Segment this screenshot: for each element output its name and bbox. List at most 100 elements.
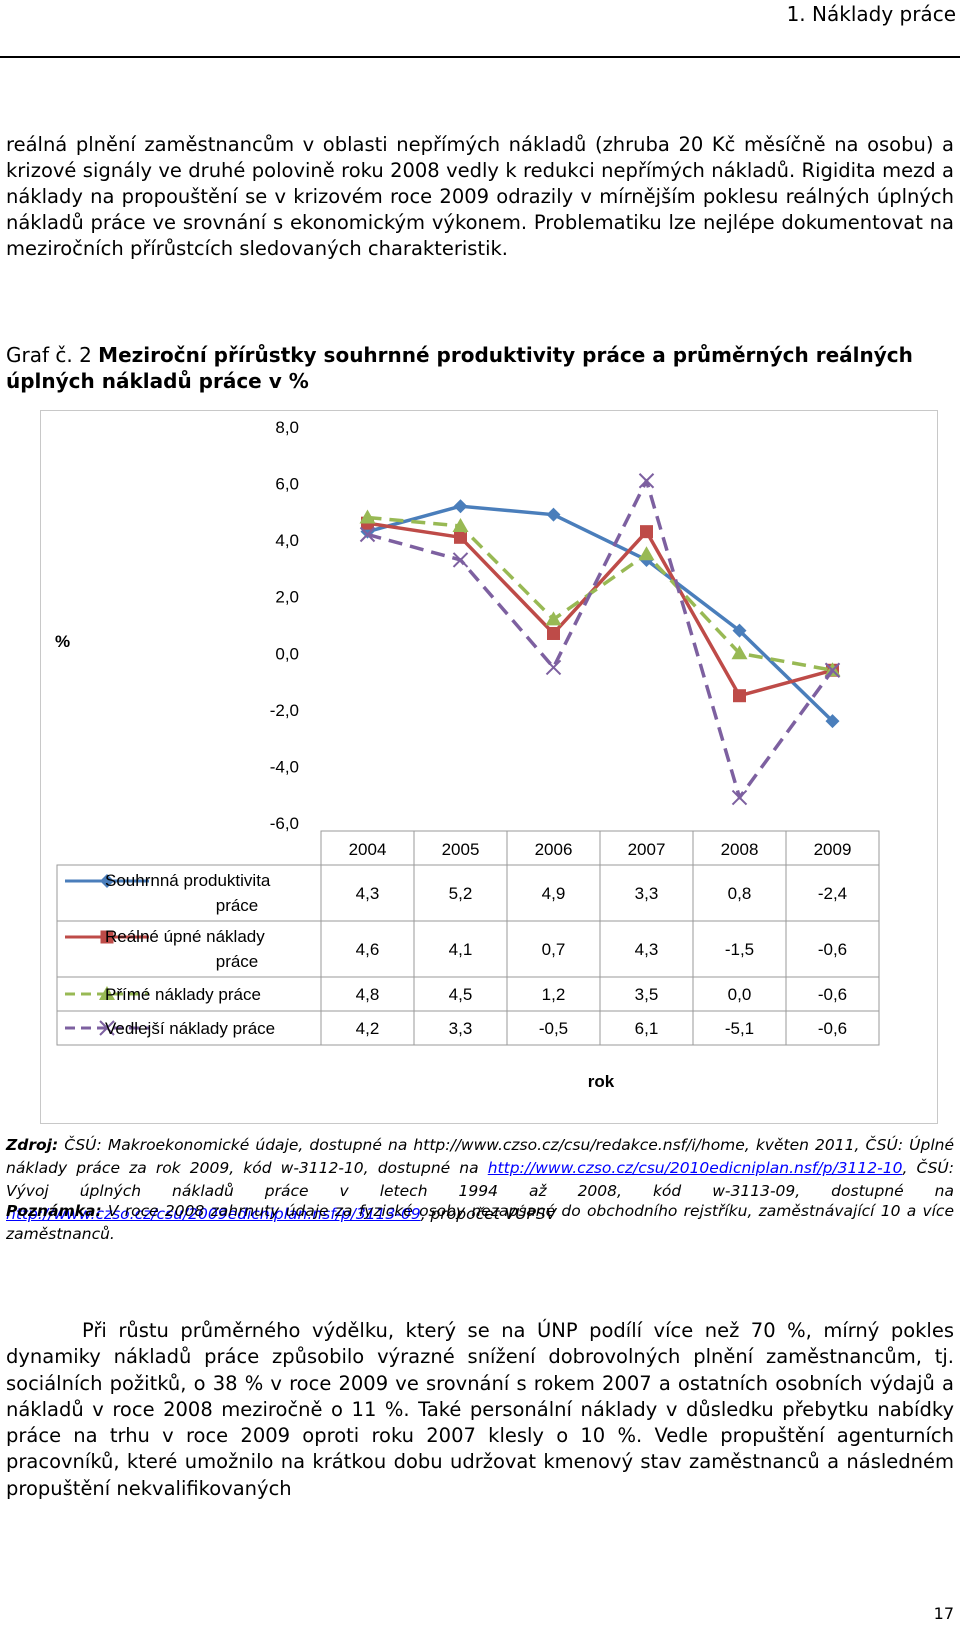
data-point-marker [731,789,748,806]
y-tick-label: -6,0 [270,814,299,833]
table-value-cell: -0,6 [818,1019,847,1038]
series-line [367,521,833,698]
data-point-marker [452,518,469,532]
legend-series-name: Reálné úpné náklady práce [105,927,265,971]
table-value-cell: -0,6 [818,985,847,1004]
source-link-1[interactable]: http://www.czso.cz/csu/2010edicniplan.ns… [487,1159,903,1177]
x-marker-stroke [638,473,655,489]
page-number: 17 [933,1604,954,1623]
data-point-marker [732,623,747,638]
table-value-cell: 4,3 [356,884,380,903]
series-line [367,504,834,723]
paragraph-intro: reálná plnění zaměstnancům v oblasti nep… [6,133,954,260]
data-point-marker [454,530,467,544]
table-value-cell: 4,1 [449,940,473,959]
y-axis-label: % [55,632,70,651]
data-point-marker [359,526,376,543]
table-value-cell: 4,5 [449,985,473,1004]
table-value-cell: 3,3 [635,884,659,903]
line-chart-with-data-table: 8,0 6,0 4,0 2,0 0,0 -2,0 -4,0 -6,0 2004 2005 2006… [55,418,880,1091]
data-point-marker [733,689,746,703]
source-link-2[interactable]: http://www.czso.cz/csu/2009edicniplan.ns… [6,1205,421,1223]
legend-marker [100,930,114,944]
table-value-cell: 4,9 [542,884,566,903]
source-label: Zdroj: [6,1136,59,1154]
table-value-cell: 4,2 [356,1019,380,1038]
running-header: 1. Náklady práce [786,2,956,26]
data-point-marker [825,714,840,729]
table-value-cell: -0,6 [818,940,847,959]
x-marker-stroke [99,1020,115,1036]
y-tick-label: 6,0 [275,475,299,494]
data-point-marker [546,507,561,522]
legend-series-name: Souhrnná produktivita práce [105,871,271,915]
legend-series-name: Vedlejší náklady práce [105,1019,275,1038]
note-text: V roce 2008 zahrnuty údaje za fyzické os… [6,1202,954,1243]
source-note: Zdroj: ČSÚ: Makroekonomické údaje, dostu… [6,1134,954,1226]
table-value-cell: 4,8 [356,985,380,1004]
table-value-cell: -0,5 [539,1019,568,1038]
table-header-year: 2007 [628,840,666,859]
source-text-1: ČSÚ: Makroekonomické údaje, dostupné na … [6,1136,954,1177]
x-marker-stroke [731,789,748,806]
table-value-cell: 1,2 [542,985,566,1004]
legend-marker [99,1020,115,1036]
data-point-marker [638,473,655,489]
table-value-cell: -2,4 [818,884,847,903]
table-value-cell: -1,5 [725,940,754,959]
x-marker-stroke [359,526,376,543]
x-axis-label: rok [588,1072,615,1091]
table-value-cell: 4,3 [635,940,659,959]
data-point-marker [640,525,653,539]
chart-note: Poznámka: V roce 2008 zahrnuty údaje za … [6,1200,954,1246]
legend-marker [100,874,114,888]
chart-caption: Graf č. 2 Meziroční přírůstky souhrnné p… [6,342,954,394]
data-point-marker [731,645,748,660]
chart-caption-title: Meziroční přírůstky souhrnné produktivit… [6,343,913,393]
y-tick-label: 2,0 [275,588,299,607]
plot-area [359,473,841,806]
source-text-2: , ČSÚ: Vývoj úplných nákladů práce v let… [6,1159,954,1200]
table-value-cell: 0,8 [728,884,752,903]
table-value-cell: 6,1 [635,1019,659,1038]
table-legend-frame [56,864,322,1046]
table-value-cell: 5,2 [449,884,473,903]
table-header-year: 2009 [814,840,852,859]
legend-marker [99,986,115,1000]
header-rule [0,56,960,58]
data-table: 2004 2005 2006 2007 2008 2009 Souhrnná produkt… [56,830,880,1046]
series-line [367,515,833,672]
y-tick-label: -2,0 [270,701,299,720]
table-header-year: 2008 [721,840,759,859]
table-header-year: 2006 [535,840,573,859]
y-tick-label: 0,0 [275,644,299,663]
legend-series-name: Přímé náklady práce [105,985,261,1004]
data-point-marker [638,546,655,561]
chart-caption-prefix: Graf č. 2 [6,343,99,367]
table-value-cell: 0,7 [542,940,566,959]
table-value-cell: 0,0 [728,985,752,1004]
table-value-cell: -5,1 [725,1019,754,1038]
data-point-marker [453,499,468,514]
data-point-marker [824,662,841,678]
data-point-marker [452,552,469,568]
table-value-cell: 3,3 [449,1019,473,1038]
x-marker-stroke [452,552,469,568]
y-tick-label: 4,0 [275,531,299,550]
y-axis: 8,0 6,0 4,0 2,0 0,0 -2,0 -4,0 -6,0 [270,418,299,833]
series-line [367,478,834,800]
table-header-year: 2004 [349,840,387,859]
x-marker-stroke [824,662,841,678]
note-label: Poznámka: [6,1202,102,1220]
table-value-cell: 4,6 [356,940,380,959]
paragraph-body: Při růstu průměrného výdělku, který se n… [6,1319,954,1500]
data-point-marker [547,626,560,640]
data-point-marker [359,509,376,524]
chart-container: 8,0 6,0 4,0 2,0 0,0 -2,0 -4,0 -6,0 2004 2005 2006… [40,410,938,1124]
source-text-3: , propočet VÚPSV [420,1205,557,1223]
y-tick-label: -4,0 [270,757,299,776]
data-point-marker [545,611,562,626]
data-point-marker [545,659,562,676]
y-tick-label: 8,0 [275,418,299,437]
table-value-cell: 3,5 [635,985,659,1004]
